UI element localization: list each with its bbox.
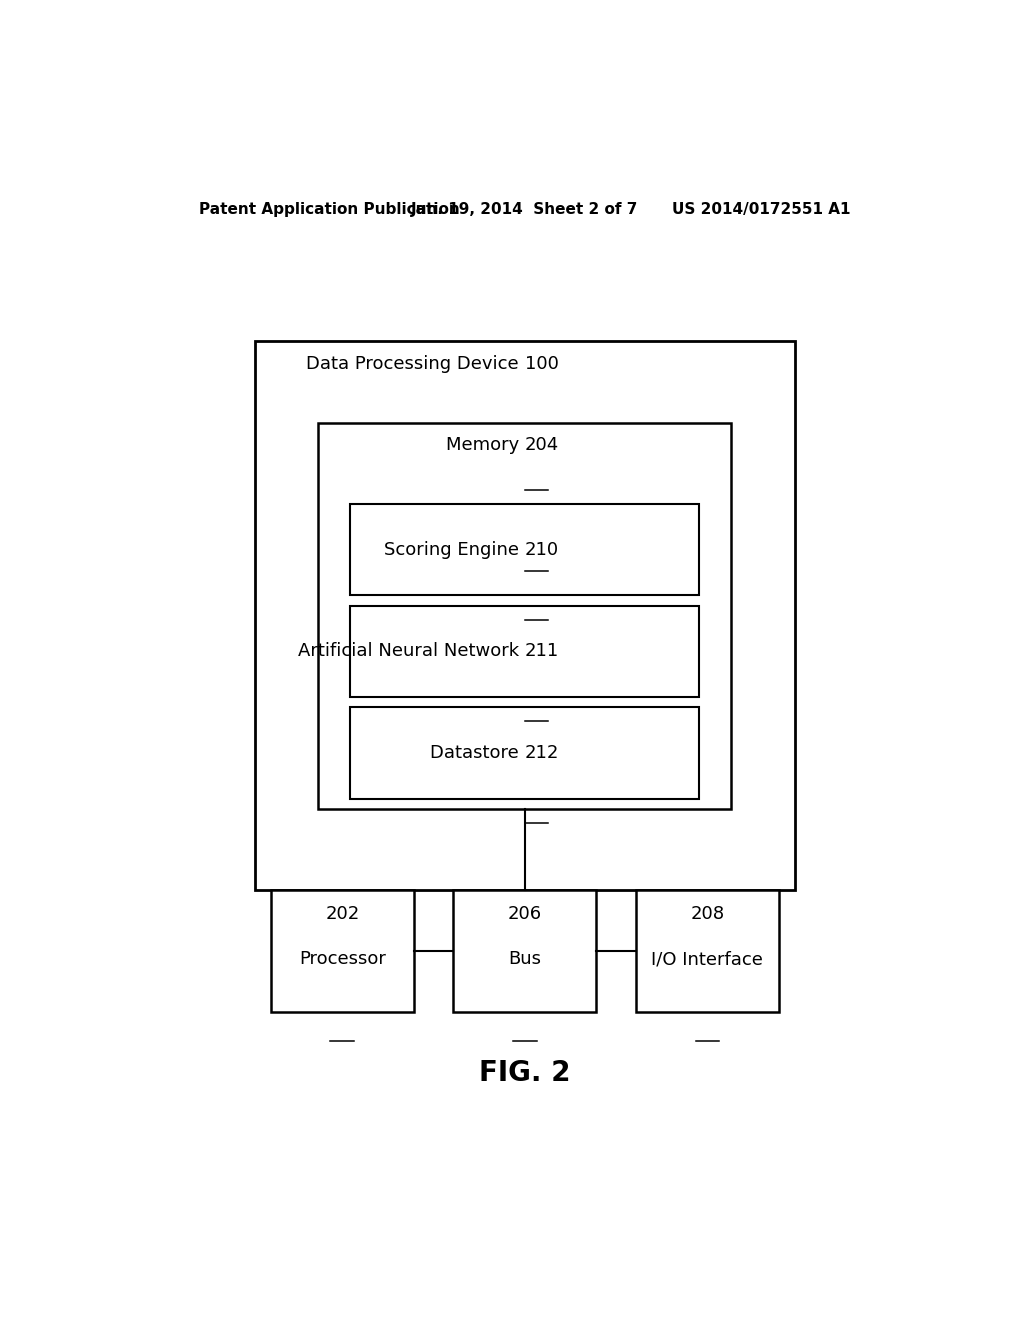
Bar [270, 890, 414, 1012]
Text: 212: 212 [524, 744, 559, 762]
Bar [318, 422, 731, 809]
Text: 202: 202 [326, 906, 359, 924]
Text: I/O Interface: I/O Interface [651, 950, 763, 969]
Bar [350, 708, 699, 799]
Bar [255, 342, 795, 890]
Text: Datastore: Datastore [430, 744, 524, 762]
Text: Data Processing Device: Data Processing Device [306, 355, 524, 372]
Text: US 2014/0172551 A1: US 2014/0172551 A1 [672, 202, 850, 216]
Text: Jun. 19, 2014  Sheet 2 of 7: Jun. 19, 2014 Sheet 2 of 7 [411, 202, 639, 216]
Text: FIG. 2: FIG. 2 [479, 1059, 570, 1088]
Text: Patent Application Publication: Patent Application Publication [200, 202, 460, 216]
Text: 211: 211 [524, 643, 559, 660]
Bar [454, 890, 596, 1012]
Text: Processor: Processor [299, 950, 386, 969]
Text: Artificial Neural Network: Artificial Neural Network [298, 643, 524, 660]
Bar [350, 606, 699, 697]
Text: 100: 100 [524, 355, 559, 372]
Text: 206: 206 [508, 906, 542, 924]
Bar [636, 890, 779, 1012]
Bar [350, 504, 699, 595]
Text: Scoring Engine: Scoring Engine [384, 541, 524, 558]
Text: Memory: Memory [445, 436, 524, 454]
Text: 208: 208 [690, 906, 724, 924]
Text: Bus: Bus [508, 950, 542, 969]
Text: 204: 204 [524, 436, 559, 454]
Text: 210: 210 [524, 541, 559, 558]
